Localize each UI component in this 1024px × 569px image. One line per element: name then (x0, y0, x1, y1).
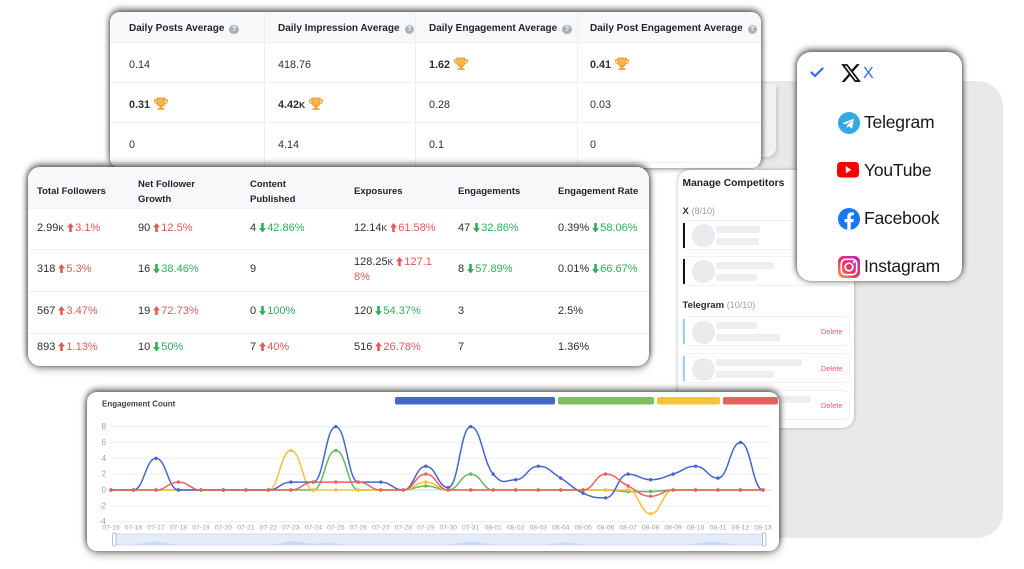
svg-text:08-09: 08-09 (664, 525, 682, 532)
svg-text:08-13: 08-13 (754, 525, 772, 532)
svg-text:08-06: 08-06 (597, 525, 615, 532)
svg-text:-2: -2 (99, 501, 106, 510)
svg-text:08-05: 08-05 (574, 525, 592, 532)
svg-text:07-26: 07-26 (350, 525, 368, 532)
svg-text:2: 2 (102, 470, 106, 479)
svg-text:0: 0 (102, 486, 107, 495)
svg-text:07-28: 07-28 (395, 525, 413, 532)
svg-text:08-03: 08-03 (530, 525, 548, 532)
svg-text:07-18: 07-18 (170, 525, 188, 532)
svg-text:08-12: 08-12 (732, 525, 750, 532)
svg-text:07-27: 07-27 (372, 525, 390, 532)
svg-text:07-31: 07-31 (462, 525, 480, 532)
svg-text:Engagement Count: Engagement Count (102, 400, 176, 409)
svg-text:07-17: 07-17 (147, 525, 165, 532)
svg-text:08-10: 08-10 (687, 525, 705, 532)
svg-text:08-08: 08-08 (642, 525, 660, 532)
svg-text:07-25: 07-25 (327, 525, 345, 532)
svg-text:-4: -4 (99, 517, 107, 526)
svg-text:07-24: 07-24 (305, 525, 323, 532)
svg-text:07-29: 07-29 (417, 525, 435, 532)
svg-text:08-04: 08-04 (552, 525, 570, 532)
svg-text:07-15: 07-15 (102, 525, 120, 532)
svg-text:07-21: 07-21 (237, 525, 255, 532)
svg-text:07-22: 07-22 (260, 525, 278, 532)
svg-text:08-02: 08-02 (507, 525, 525, 532)
svg-text:08-01: 08-01 (485, 525, 503, 532)
svg-text:08-11: 08-11 (710, 525, 727, 532)
svg-text:08-07: 08-07 (619, 525, 637, 532)
svg-text:07-30: 07-30 (440, 525, 458, 532)
svg-text:07-20: 07-20 (215, 525, 233, 532)
svg-text:07-19: 07-19 (192, 525, 210, 532)
svg-text:07-23: 07-23 (282, 525, 300, 532)
svg-text:6: 6 (102, 438, 106, 447)
svg-text:07-16: 07-16 (125, 525, 143, 532)
svg-text:4: 4 (102, 454, 107, 463)
svg-text:8: 8 (102, 422, 106, 431)
